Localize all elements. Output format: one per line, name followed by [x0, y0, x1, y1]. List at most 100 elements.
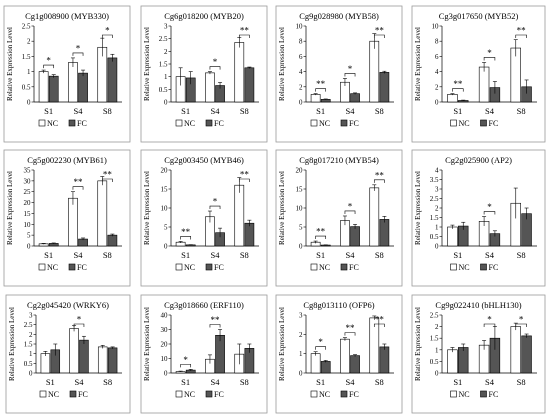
- y-tick-label: 0: [299, 99, 303, 107]
- y-tick-label: 0: [164, 370, 168, 378]
- x-tick-label: S4: [346, 377, 356, 387]
- y-tick-label: 0: [164, 99, 168, 107]
- significance-mark: **: [211, 315, 221, 325]
- significance-bracket: [483, 323, 496, 327]
- x-tick-label: S1: [453, 250, 462, 260]
- x-tick-label: S8: [240, 106, 249, 116]
- legend-label-fc: FC: [489, 390, 499, 399]
- significance-mark: **: [103, 170, 113, 180]
- y-tick-label: 1.5: [24, 341, 33, 349]
- legend-swatch-nc: [39, 390, 47, 398]
- bar-fc: [379, 72, 390, 103]
- significance-bracket: [483, 57, 496, 61]
- x-tick-label: S4: [211, 106, 221, 116]
- x-tick-label: S1: [181, 250, 190, 260]
- y-tick-label: 10: [296, 205, 304, 213]
- bar-fc: [350, 93, 360, 103]
- significance-mark: *: [76, 43, 81, 53]
- y-tick-label: 3: [299, 312, 303, 320]
- y-tick-label: 1.5: [430, 335, 439, 343]
- significance-bracket: [315, 235, 327, 240]
- chart-title: Cg9g022410 (bHLH130): [435, 300, 521, 310]
- y-tick-label: 0: [435, 99, 439, 107]
- bar-fc: [107, 347, 118, 374]
- significance-mark: **: [517, 26, 527, 36]
- legend-label-nc: NC: [319, 390, 330, 399]
- legend-label-fc: FC: [349, 390, 359, 399]
- y-axis-label: Relative Expression Level: [6, 171, 14, 245]
- chart-title: Cg8g017210 (MYB54): [299, 155, 379, 165]
- chart-title: Cg3g017650 (MYB52): [439, 11, 519, 21]
- legend-label-fc: FC: [349, 263, 359, 272]
- y-tick-label: 20: [24, 199, 32, 207]
- significance-bracket: [515, 323, 527, 327]
- significance-mark: *: [348, 201, 353, 211]
- legend-swatch-nc: [175, 390, 183, 398]
- bar-nc: [68, 62, 78, 103]
- x-tick-label: S4: [346, 250, 356, 260]
- y-tick-label: 20: [296, 167, 304, 175]
- chart-title: Cg6g018200 (MYB20): [164, 11, 244, 21]
- x-tick-label: S4: [346, 106, 356, 116]
- legend-swatch-nc: [450, 119, 457, 127]
- chart-title: Cg1g008900 (MYB330): [25, 11, 109, 21]
- y-tick-label: 1: [299, 350, 303, 358]
- y-tick-label: 1: [27, 68, 31, 76]
- y-axis-label: Relative Expression Level: [414, 27, 422, 101]
- y-tick-label: 40: [161, 312, 169, 320]
- bar-fc: [350, 226, 360, 247]
- y-tick-label: 3: [435, 186, 439, 194]
- y-tick-label: 0: [299, 370, 303, 378]
- y-tick-label: 1.5: [430, 214, 439, 222]
- x-tick-label: S1: [316, 377, 325, 387]
- bar-nc: [234, 42, 245, 103]
- y-tick-label: 1.5: [22, 53, 31, 61]
- bar-nc: [340, 338, 350, 374]
- legend-label-fc: FC: [489, 119, 499, 128]
- chart-panel: Cg3g018660 (ERF110) Relative Expression L…: [140, 294, 268, 414]
- significance-mark: *: [46, 56, 51, 66]
- bar-nc: [205, 72, 215, 103]
- legend-swatch-nc: [310, 119, 318, 127]
- bar-fc: [320, 99, 331, 103]
- y-axis-label: Relative Expression Level: [278, 27, 286, 101]
- bar-nc: [369, 40, 380, 103]
- bar-nc: [478, 66, 490, 103]
- y-tick-label: 15: [24, 210, 32, 218]
- y-axis-label: Relative Expression Level: [143, 307, 151, 381]
- y-tick-label: 2.5: [159, 35, 168, 43]
- y-tick-label: 0: [27, 243, 31, 251]
- y-tick-label: 6: [435, 53, 439, 61]
- significance-bracket: [209, 205, 221, 210]
- y-axis-label: Relative Expression Level: [143, 27, 151, 101]
- significance-mark: **: [375, 315, 385, 325]
- bar-fc: [244, 67, 255, 103]
- x-tick-label: S8: [240, 250, 249, 260]
- chart-panel: Cg8g013110 (OFP6) Relative Expression Lev…: [275, 294, 403, 414]
- legend-swatch-nc: [450, 390, 457, 398]
- y-tick-label: 5: [27, 232, 31, 240]
- y-tick-label: 5: [164, 224, 168, 232]
- y-tick-label: 0.5: [430, 233, 439, 241]
- chart-panel: Cg9g022410 (bHLH130) Relative Expression …: [411, 294, 546, 414]
- significance-mark: *: [519, 315, 524, 325]
- bar-nc: [68, 197, 78, 247]
- x-tick-label: S8: [517, 106, 526, 116]
- legend-swatch-nc: [310, 390, 318, 398]
- bar-nc: [447, 226, 458, 247]
- y-tick-label: 6: [299, 53, 303, 61]
- x-tick-label: S8: [103, 250, 112, 260]
- y-tick-label: 0: [27, 99, 31, 107]
- bar-fc: [107, 57, 118, 103]
- y-tick-label: 20: [161, 341, 169, 349]
- chart-title: Cg2g025900 (AP2): [445, 155, 512, 165]
- significance-mark: *: [487, 202, 492, 212]
- y-tick-label: 0.5: [159, 86, 168, 94]
- y-axis-label: Relative Expression Level: [8, 307, 16, 381]
- bar-nc: [40, 353, 51, 374]
- legend-label-nc: NC: [459, 390, 470, 399]
- significance-bracket: [43, 64, 55, 69]
- significance-bracket: [180, 236, 192, 240]
- y-tick-label: 5: [299, 224, 303, 232]
- x-tick-label: S8: [103, 106, 112, 116]
